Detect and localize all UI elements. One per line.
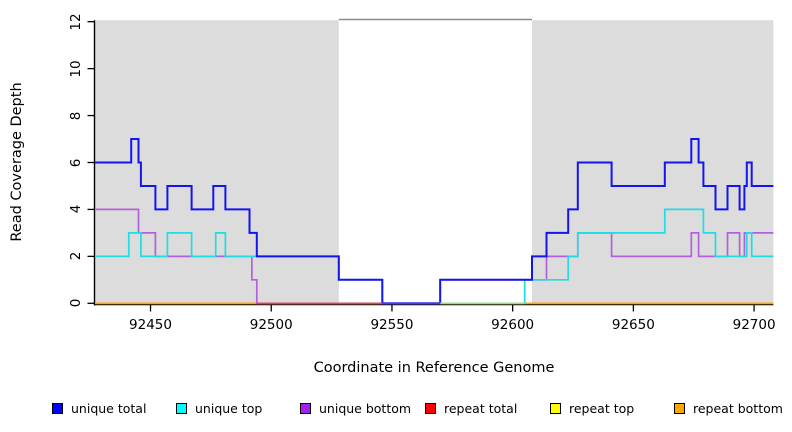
legend-label: repeat bottom: [693, 400, 783, 416]
x-tick-label-3: 92600: [491, 317, 535, 333]
legend-swatch-unique-total: [52, 402, 63, 414]
x-tick-label-2: 92550: [370, 317, 414, 333]
y-tick-label-3: 6: [68, 158, 84, 167]
y-axis-title: Read Coverage Depth: [9, 82, 25, 242]
legend-swatch-repeat-bottom: [674, 402, 685, 414]
legend-label: repeat total: [444, 400, 518, 416]
legend-label: repeat top: [569, 400, 635, 416]
x-axis-title: Coordinate in Reference Genome: [313, 360, 555, 376]
legend-swatch-repeat-top: [550, 402, 561, 414]
legend-item-unique-bottom: unique bottom: [300, 399, 411, 417]
legend-item-repeat-top: repeat top: [550, 399, 634, 417]
x-tick-label-1: 92500: [249, 317, 293, 333]
legend-item-unique-top: unique top: [176, 399, 262, 417]
y-tick-label-6: 12: [68, 13, 84, 31]
y-tick-label-1: 2: [68, 252, 84, 261]
x-tick-label-4: 92650: [611, 317, 655, 333]
y-tick-label-0: 0: [68, 299, 84, 308]
legend-label: unique bottom: [319, 400, 412, 416]
legend-item-repeat-bottom: repeat bottom: [674, 399, 783, 417]
legend-label: unique top: [195, 400, 263, 416]
legend-item-repeat-total: repeat total: [425, 399, 517, 417]
legend-label: unique total: [71, 400, 147, 416]
legend-swatch-unique-top: [176, 402, 187, 414]
x-tick-label-0: 92450: [129, 317, 172, 333]
y-tick-label-2: 4: [68, 205, 84, 214]
legend-swatch-repeat-total: [425, 402, 436, 414]
legend-swatch-unique-bottom: [300, 402, 311, 414]
series-line-unique-total: [95, 138, 774, 305]
x-tick-label-5: 92700: [732, 317, 776, 333]
masked-region-1: [531, 20, 774, 305]
y-tick-label-5: 10: [68, 60, 84, 78]
legend-item-unique-total: unique total: [52, 399, 146, 417]
y-tick-label-4: 8: [68, 111, 84, 120]
